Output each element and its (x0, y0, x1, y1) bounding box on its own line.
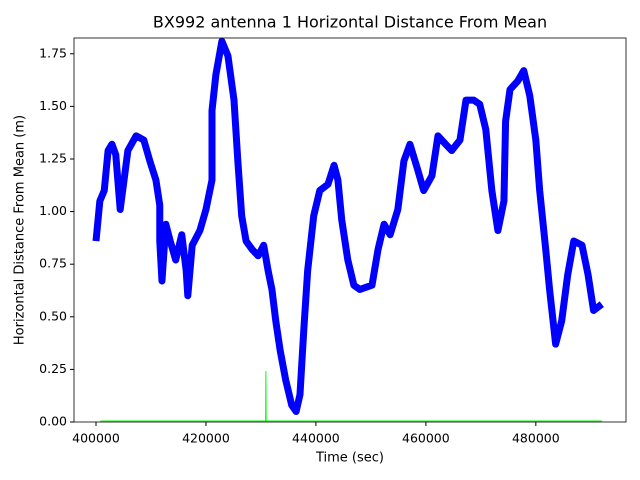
x-tick-label: 440000 (292, 431, 340, 446)
x-tick-label: 460000 (402, 431, 450, 446)
x-tick-label: 480000 (512, 431, 560, 446)
x-tick-label: 400000 (72, 431, 120, 446)
x-axis-label: Time (sec) (315, 451, 384, 466)
y-tick-label: 1.25 (39, 150, 67, 165)
y-axis-label: Horizontal Distance From Mean (m) (13, 115, 28, 345)
chart-title: BX992 antenna 1 Horizontal Distance From… (153, 13, 547, 32)
data-line (100, 371, 602, 422)
plot-frame (73, 37, 627, 423)
data-line (92, 37, 604, 415)
y-tick-label: 0.75 (39, 256, 67, 271)
y-tick-label: 1.50 (39, 98, 67, 113)
y-tick-label: 0.25 (39, 361, 67, 376)
y-tick-label: 0.50 (39, 308, 67, 323)
y-tick-label: 1.00 (39, 203, 67, 218)
x-tick-label: 420000 (182, 431, 230, 446)
y-tick-label: 0.00 (39, 414, 67, 429)
y-tick-label: 1.75 (39, 45, 67, 60)
